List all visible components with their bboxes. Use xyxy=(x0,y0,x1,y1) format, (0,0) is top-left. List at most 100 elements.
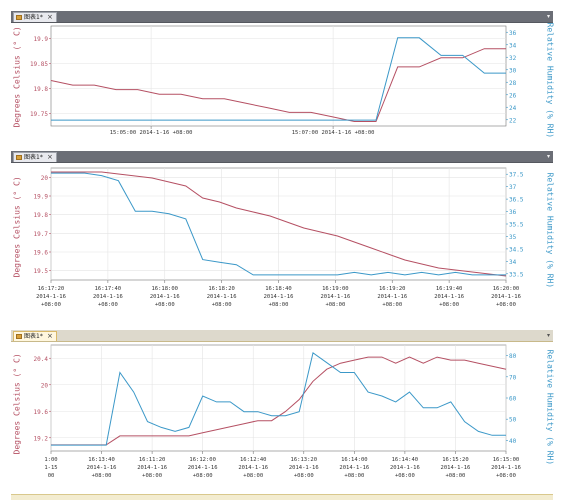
right-tick-label: 24 xyxy=(509,105,517,112)
left-tick-label: 20 xyxy=(41,382,49,389)
x-tick-label: 2014-1-16 xyxy=(434,294,464,300)
right-tick-label: 32 xyxy=(509,55,517,62)
right-tick-label: 22 xyxy=(509,117,517,124)
left-tick-label: 19.9 xyxy=(34,194,49,201)
right-axis-label-1: Relative Humidity (% RH) xyxy=(545,22,555,139)
chart-3: 20.4 20 19.6 19.2 80 70 60 50 40 1:00 1-15 00 16:13:… xyxy=(34,344,521,479)
chart-tab-2[interactable]: 图表1* × xyxy=(13,152,57,162)
x-tick-label: +08:00 xyxy=(294,473,314,479)
chart-panel-2: 图表1* × ▾ 20 19.9 19.8 19.7 19.6 19.5 37.5 37 36.… xyxy=(11,151,555,323)
right-tick-label: 40 xyxy=(509,438,517,445)
x-tick-label: +08:00 xyxy=(395,473,415,479)
right-tick-label: 33.5 xyxy=(509,271,524,278)
right-tick-label: 35.5 xyxy=(509,222,524,229)
temperature-series-line xyxy=(50,48,506,122)
x-tick-label: +08:00 xyxy=(193,473,213,479)
humidity-series-line xyxy=(51,352,506,446)
x-tick-label: +08:00 xyxy=(496,473,516,479)
close-icon[interactable]: × xyxy=(47,153,53,161)
tab-strip-1: 图表1* × ▾ xyxy=(11,11,553,23)
x-tick-label: 15:05:00 2014-1-16 +08:00 xyxy=(110,130,193,136)
tab-strip-3: 图表1* × ▾ xyxy=(11,330,553,342)
right-tick-label: 37.5 xyxy=(509,172,524,179)
x-tick-label: 16:19:00 xyxy=(322,286,349,292)
x-tick-label: 2014-1-16 xyxy=(491,294,521,300)
chart-tab-3[interactable]: 图表1* × xyxy=(13,331,57,341)
x-tick-label: 16:14:00 xyxy=(341,457,368,463)
x-tick-label: +08:00 xyxy=(344,473,364,479)
x-tick-label: 16:15:20 xyxy=(442,457,469,463)
x-tick-label: 2014-1-16 xyxy=(238,465,268,471)
left-tick-label: 19.75 xyxy=(30,111,48,118)
chart-panel-1: 图表1* × ▾ 19.9 19.85 19.8 19.75 36 34 32 30 28 26 2… xyxy=(11,11,555,146)
chart-icon xyxy=(16,155,22,160)
chart-tab-1[interactable]: 图表1* × xyxy=(13,12,57,22)
left-axis-label-2: Degrees Celsius (° C) xyxy=(12,176,22,278)
x-tick-label: 16:12:00 xyxy=(189,457,216,463)
left-tick-label: 19.6 xyxy=(34,250,49,257)
humidity-series-line xyxy=(51,172,506,276)
tab-label: 图表1* xyxy=(24,14,43,21)
x-tick-label: 16:13:20 xyxy=(291,457,318,463)
right-tick-label: 36 xyxy=(509,30,517,37)
x-tick-label: +08:00 xyxy=(496,302,516,308)
x-tick-label: 2014-1-16 xyxy=(491,465,521,471)
left-tick-label: 19.85 xyxy=(30,61,48,68)
x-tick-label: 2014-1-16 xyxy=(390,465,420,471)
x-tick-label: 2014-1-16 xyxy=(150,294,180,300)
x-tick-label: 2014-1-16 xyxy=(188,465,218,471)
chart-icon xyxy=(16,15,22,20)
right-tick-label: 34 xyxy=(509,42,517,49)
right-tick-label: 34.5 xyxy=(509,246,524,253)
x-tick-label: 16:18:40 xyxy=(265,286,292,292)
x-tick-label: 2014-1-16 xyxy=(320,294,350,300)
x-tick-label: 16:11:20 xyxy=(139,457,166,463)
x-tick-label: +08:00 xyxy=(92,473,112,479)
right-tick-label: 34 xyxy=(509,259,517,266)
x-tick-label: +08:00 xyxy=(446,473,466,479)
x-tick-label: +08:00 xyxy=(212,302,232,308)
x-tick-label: 2014-1-16 xyxy=(289,465,319,471)
chart-1: 19.9 19.85 19.8 19.75 36 34 32 30 28 26 24 22 15:05:… xyxy=(30,25,517,136)
x-tick-label: 1:00 xyxy=(44,457,57,463)
x-tick-label: +08:00 xyxy=(41,302,61,308)
plot-area xyxy=(50,25,507,127)
humidity-series-line xyxy=(51,37,506,121)
x-tick-label: 2014-1-16 xyxy=(207,294,237,300)
x-tick-label: 16:19:40 xyxy=(436,286,463,292)
right-tick-label: 50 xyxy=(509,417,517,424)
left-tick-label: 19.6 xyxy=(34,409,49,416)
x-tick-label: 2014-1-16 xyxy=(93,294,123,300)
chart-panel-3: 图表1* × ▾ 20.4 20 19.6 19.2 80 70 60 50 40 1:00 1-1… xyxy=(11,330,555,494)
x-tick-label: 16:12:40 xyxy=(240,457,267,463)
left-axis-label-3: Degrees Celsius (° C) xyxy=(12,353,22,455)
x-tick-label: 2014-1-16 xyxy=(87,465,117,471)
right-tick-label: 28 xyxy=(509,80,517,87)
left-tick-label: 19.8 xyxy=(34,86,49,93)
right-axis-label-2: Relative Humidity (% RH) xyxy=(545,172,555,289)
x-tick-label: +08:00 xyxy=(269,302,289,308)
left-tick-label: 19.9 xyxy=(34,36,49,43)
left-tick-label: 19.5 xyxy=(34,268,49,275)
left-tick-label: 20 xyxy=(41,175,49,182)
right-tick-label: 36 xyxy=(509,209,517,216)
x-tick-label: 16:15:00 xyxy=(493,457,520,463)
right-tick-label: 37 xyxy=(509,184,517,191)
x-tick-label: 16:13:40 xyxy=(88,457,115,463)
x-tick-label: +08:00 xyxy=(382,302,402,308)
x-tick-label: +08:00 xyxy=(439,302,459,308)
left-axis-label-1: Degrees Celsius (° C) xyxy=(12,26,22,128)
chart-icon xyxy=(16,334,22,339)
x-tick-label: 16:20:00 xyxy=(493,286,520,292)
close-icon[interactable]: × xyxy=(47,332,53,340)
tab-menu-icon[interactable]: ▾ xyxy=(546,332,550,339)
right-tick-label: 30 xyxy=(509,67,517,74)
tab-menu-icon[interactable]: ▾ xyxy=(546,13,550,20)
right-tick-label: 35 xyxy=(509,234,517,241)
x-tick-label: 00 xyxy=(48,473,55,479)
right-tick-label: 70 xyxy=(509,374,517,381)
x-tick-label: 16:18:20 xyxy=(208,286,235,292)
tab-label: 图表1* xyxy=(24,154,43,161)
tab-menu-icon[interactable]: ▾ xyxy=(546,153,550,160)
close-icon[interactable]: × xyxy=(47,13,53,21)
